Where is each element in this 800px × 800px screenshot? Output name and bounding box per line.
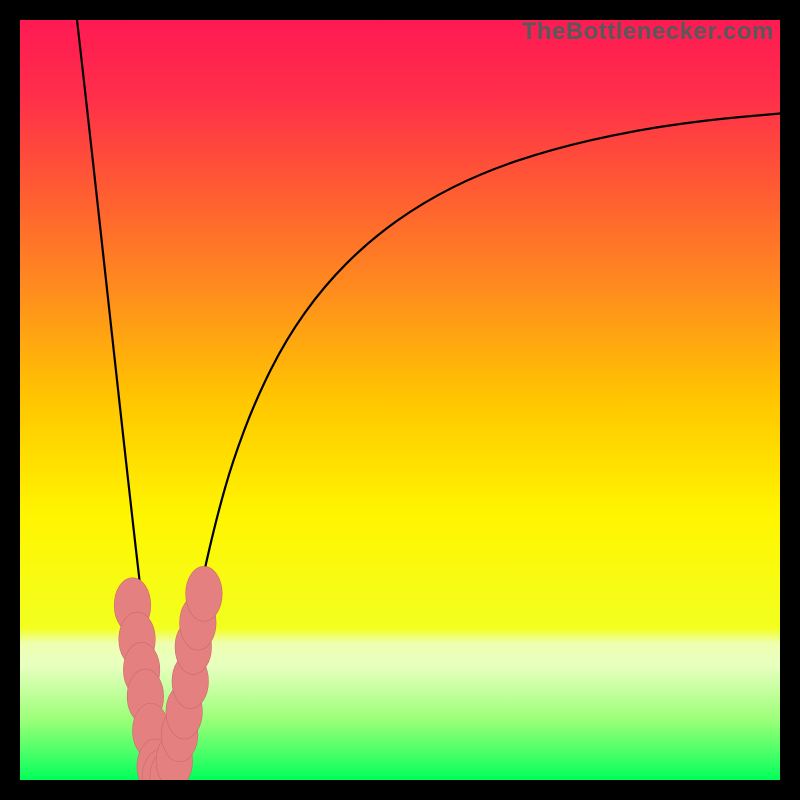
watermark-text: TheBottlenecker.com xyxy=(522,20,774,46)
plot-area: TheBottlenecker.com xyxy=(20,20,780,780)
chart-frame: TheBottlenecker.com xyxy=(0,0,800,800)
data-marker xyxy=(186,566,222,621)
chart-svg xyxy=(20,20,780,780)
